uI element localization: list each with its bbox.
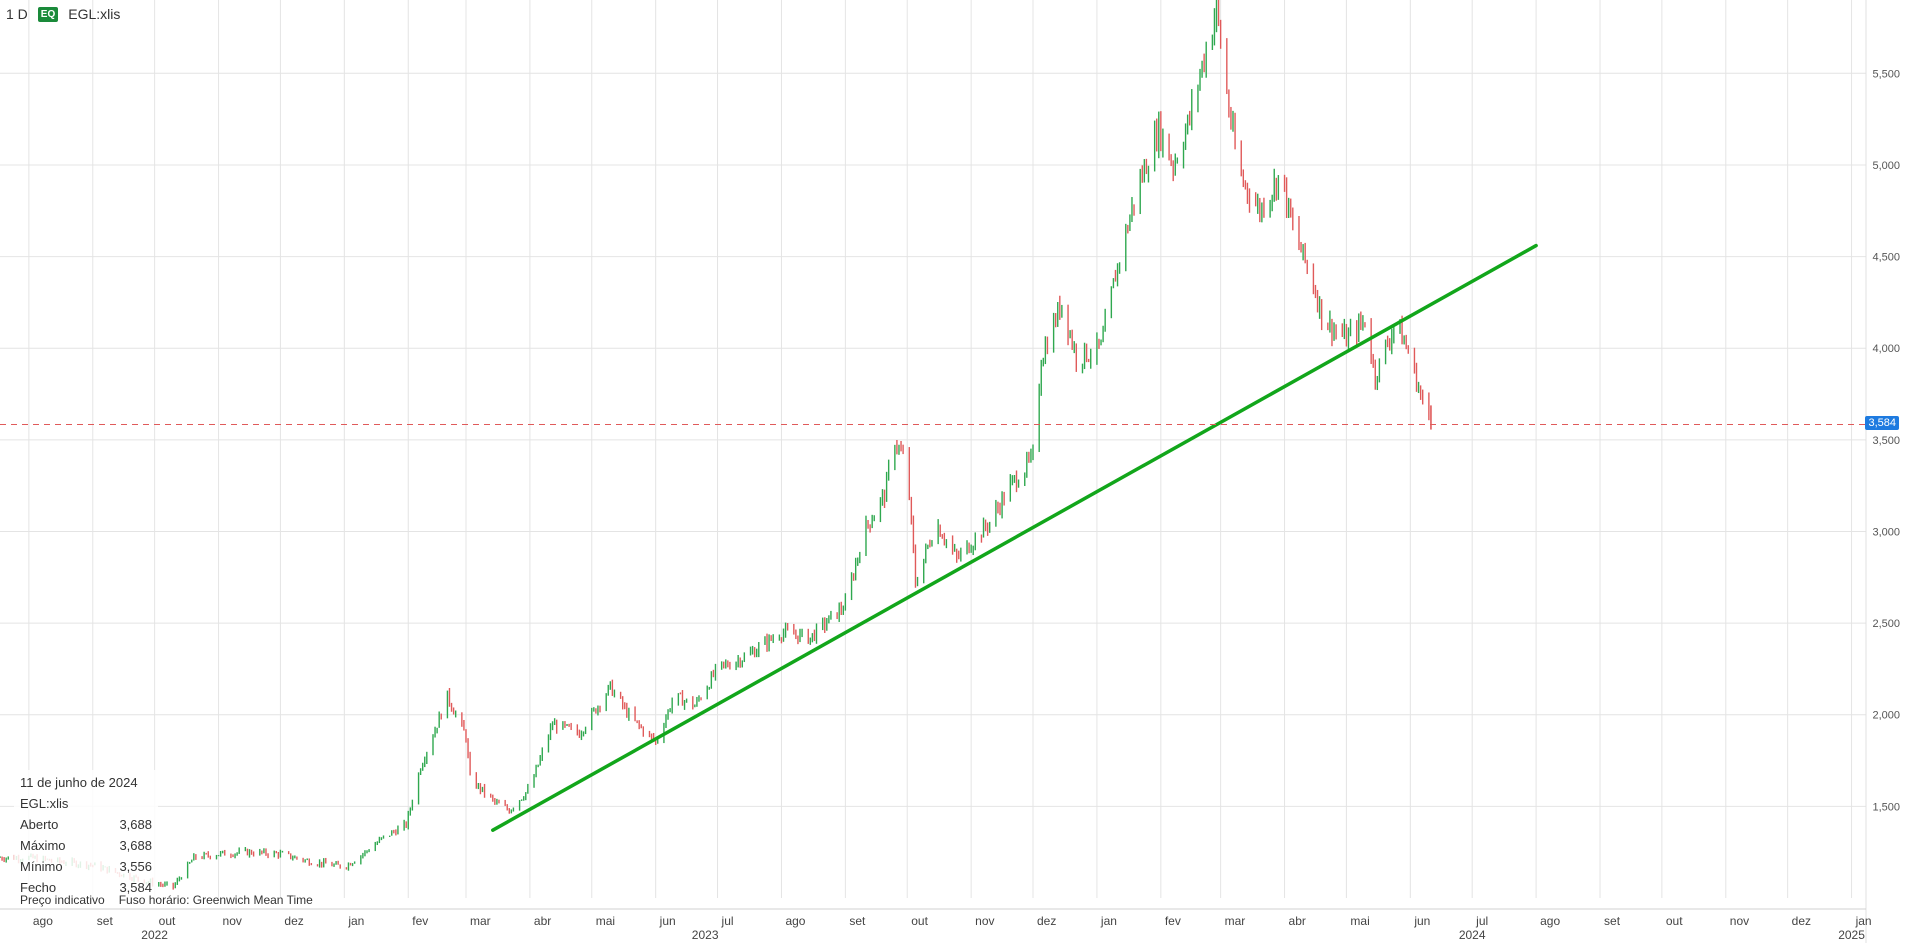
info-row-label: Aberto xyxy=(20,817,59,832)
info-row-value: 3,688 xyxy=(119,817,152,832)
month-tick-label: ago xyxy=(33,914,53,928)
month-tick-label: jul xyxy=(721,914,734,928)
year-tick-label: 2025 xyxy=(1838,928,1865,942)
month-tick-label: jul xyxy=(1475,914,1488,928)
year-tick-label: 2023 xyxy=(692,928,719,942)
price-axis: 1,500 2,000 2,500 3,000 3,500 4,000 4,500 5,000… xyxy=(1865,0,1900,943)
y-tick-label: 4,000 xyxy=(1872,343,1900,355)
info-row-label: Mínimo xyxy=(20,859,63,874)
info-date: 11 de junho de 2024 xyxy=(20,775,138,790)
month-tick-label: out xyxy=(159,914,176,928)
month-tick-label: mai xyxy=(1350,914,1369,928)
year-tick-label: 2024 xyxy=(1459,928,1486,942)
chart-grid xyxy=(0,0,1866,898)
interval-label[interactable]: 1 D xyxy=(6,6,28,22)
last-price-label: 3,584 xyxy=(1865,416,1899,431)
info-row-value: 3,556 xyxy=(119,859,152,874)
trendline xyxy=(491,243,1538,832)
month-tick-label: jan xyxy=(1855,914,1872,928)
month-tick-label: jun xyxy=(1413,914,1430,928)
month-tick-label: out xyxy=(1666,914,1683,928)
info-row-label: Fecho xyxy=(20,880,57,895)
y-tick-label: 5,000 xyxy=(1872,160,1900,172)
month-tick-label: nov xyxy=(223,914,242,928)
month-tick-label: abr xyxy=(1289,914,1306,928)
y-tick-label: 5,500 xyxy=(1872,68,1900,80)
month-tick-label: dez xyxy=(284,914,303,928)
chart-footer: Preço indicativo Fuso horário: Greenwich… xyxy=(20,893,313,907)
chart-overlays xyxy=(0,243,1866,832)
month-tick-label: set xyxy=(97,914,114,928)
month-tick-label: mar xyxy=(470,914,491,928)
month-tick-label: nov xyxy=(1730,914,1749,928)
info-row-value: 3,688 xyxy=(119,838,152,853)
month-tick-label: fev xyxy=(1165,914,1181,928)
info-symbol: EGL:xlis xyxy=(20,796,69,811)
month-tick-label: dez xyxy=(1037,914,1056,928)
y-tick-label: 1,500 xyxy=(1872,801,1900,813)
info-row-label: Máximo xyxy=(20,838,66,853)
info-row-open: Aberto 3,688 xyxy=(20,814,152,835)
time-axis: ago set out nov dez jan fev mar abr mai jun jul ago s… xyxy=(0,908,1872,942)
price-note: Preço indicativo xyxy=(20,893,105,907)
month-tick-label: jan xyxy=(1100,914,1117,928)
candlestick-series xyxy=(0,0,1432,890)
chart-header: 1 D EQ EGL:xlis xyxy=(6,6,120,22)
month-tick-label: out xyxy=(911,914,928,928)
y-tick-label: 3,500 xyxy=(1872,435,1900,447)
month-tick-label: mar xyxy=(1225,914,1246,928)
month-tick-label: jan xyxy=(347,914,364,928)
month-tick-label: ago xyxy=(785,914,805,928)
info-row-low: Mínimo 3,556 xyxy=(20,856,152,877)
month-tick-label: dez xyxy=(1792,914,1811,928)
symbol-label[interactable]: EGL:xlis xyxy=(68,6,121,22)
timezone-note: Fuso horário: Greenwich Mean Time xyxy=(118,893,313,907)
year-tick-label: 2022 xyxy=(141,928,168,942)
month-tick-label: set xyxy=(849,914,866,928)
equity-badge-icon: EQ xyxy=(37,6,59,22)
y-tick-label: 3,000 xyxy=(1872,526,1900,538)
month-tick-label: set xyxy=(1604,914,1621,928)
month-tick-label: nov xyxy=(975,914,994,928)
info-row-close: Fecho 3,584 xyxy=(20,877,152,898)
y-tick-label: 2,000 xyxy=(1872,710,1900,722)
month-tick-label: ago xyxy=(1540,914,1560,928)
ohlc-info-panel: 11 de junho de 2024 EGL:xlis Aberto 3,68… xyxy=(14,770,158,900)
info-row-high: Máximo 3,688 xyxy=(20,835,152,856)
y-tick-label: 2,500 xyxy=(1872,618,1900,630)
month-tick-label: fev xyxy=(412,914,428,928)
y-tick-label: 4,500 xyxy=(1872,252,1900,264)
month-tick-label: jun xyxy=(659,914,676,928)
month-tick-label: mai xyxy=(596,914,615,928)
month-tick-label: abr xyxy=(534,914,551,928)
info-row-value: 3,584 xyxy=(119,880,152,895)
